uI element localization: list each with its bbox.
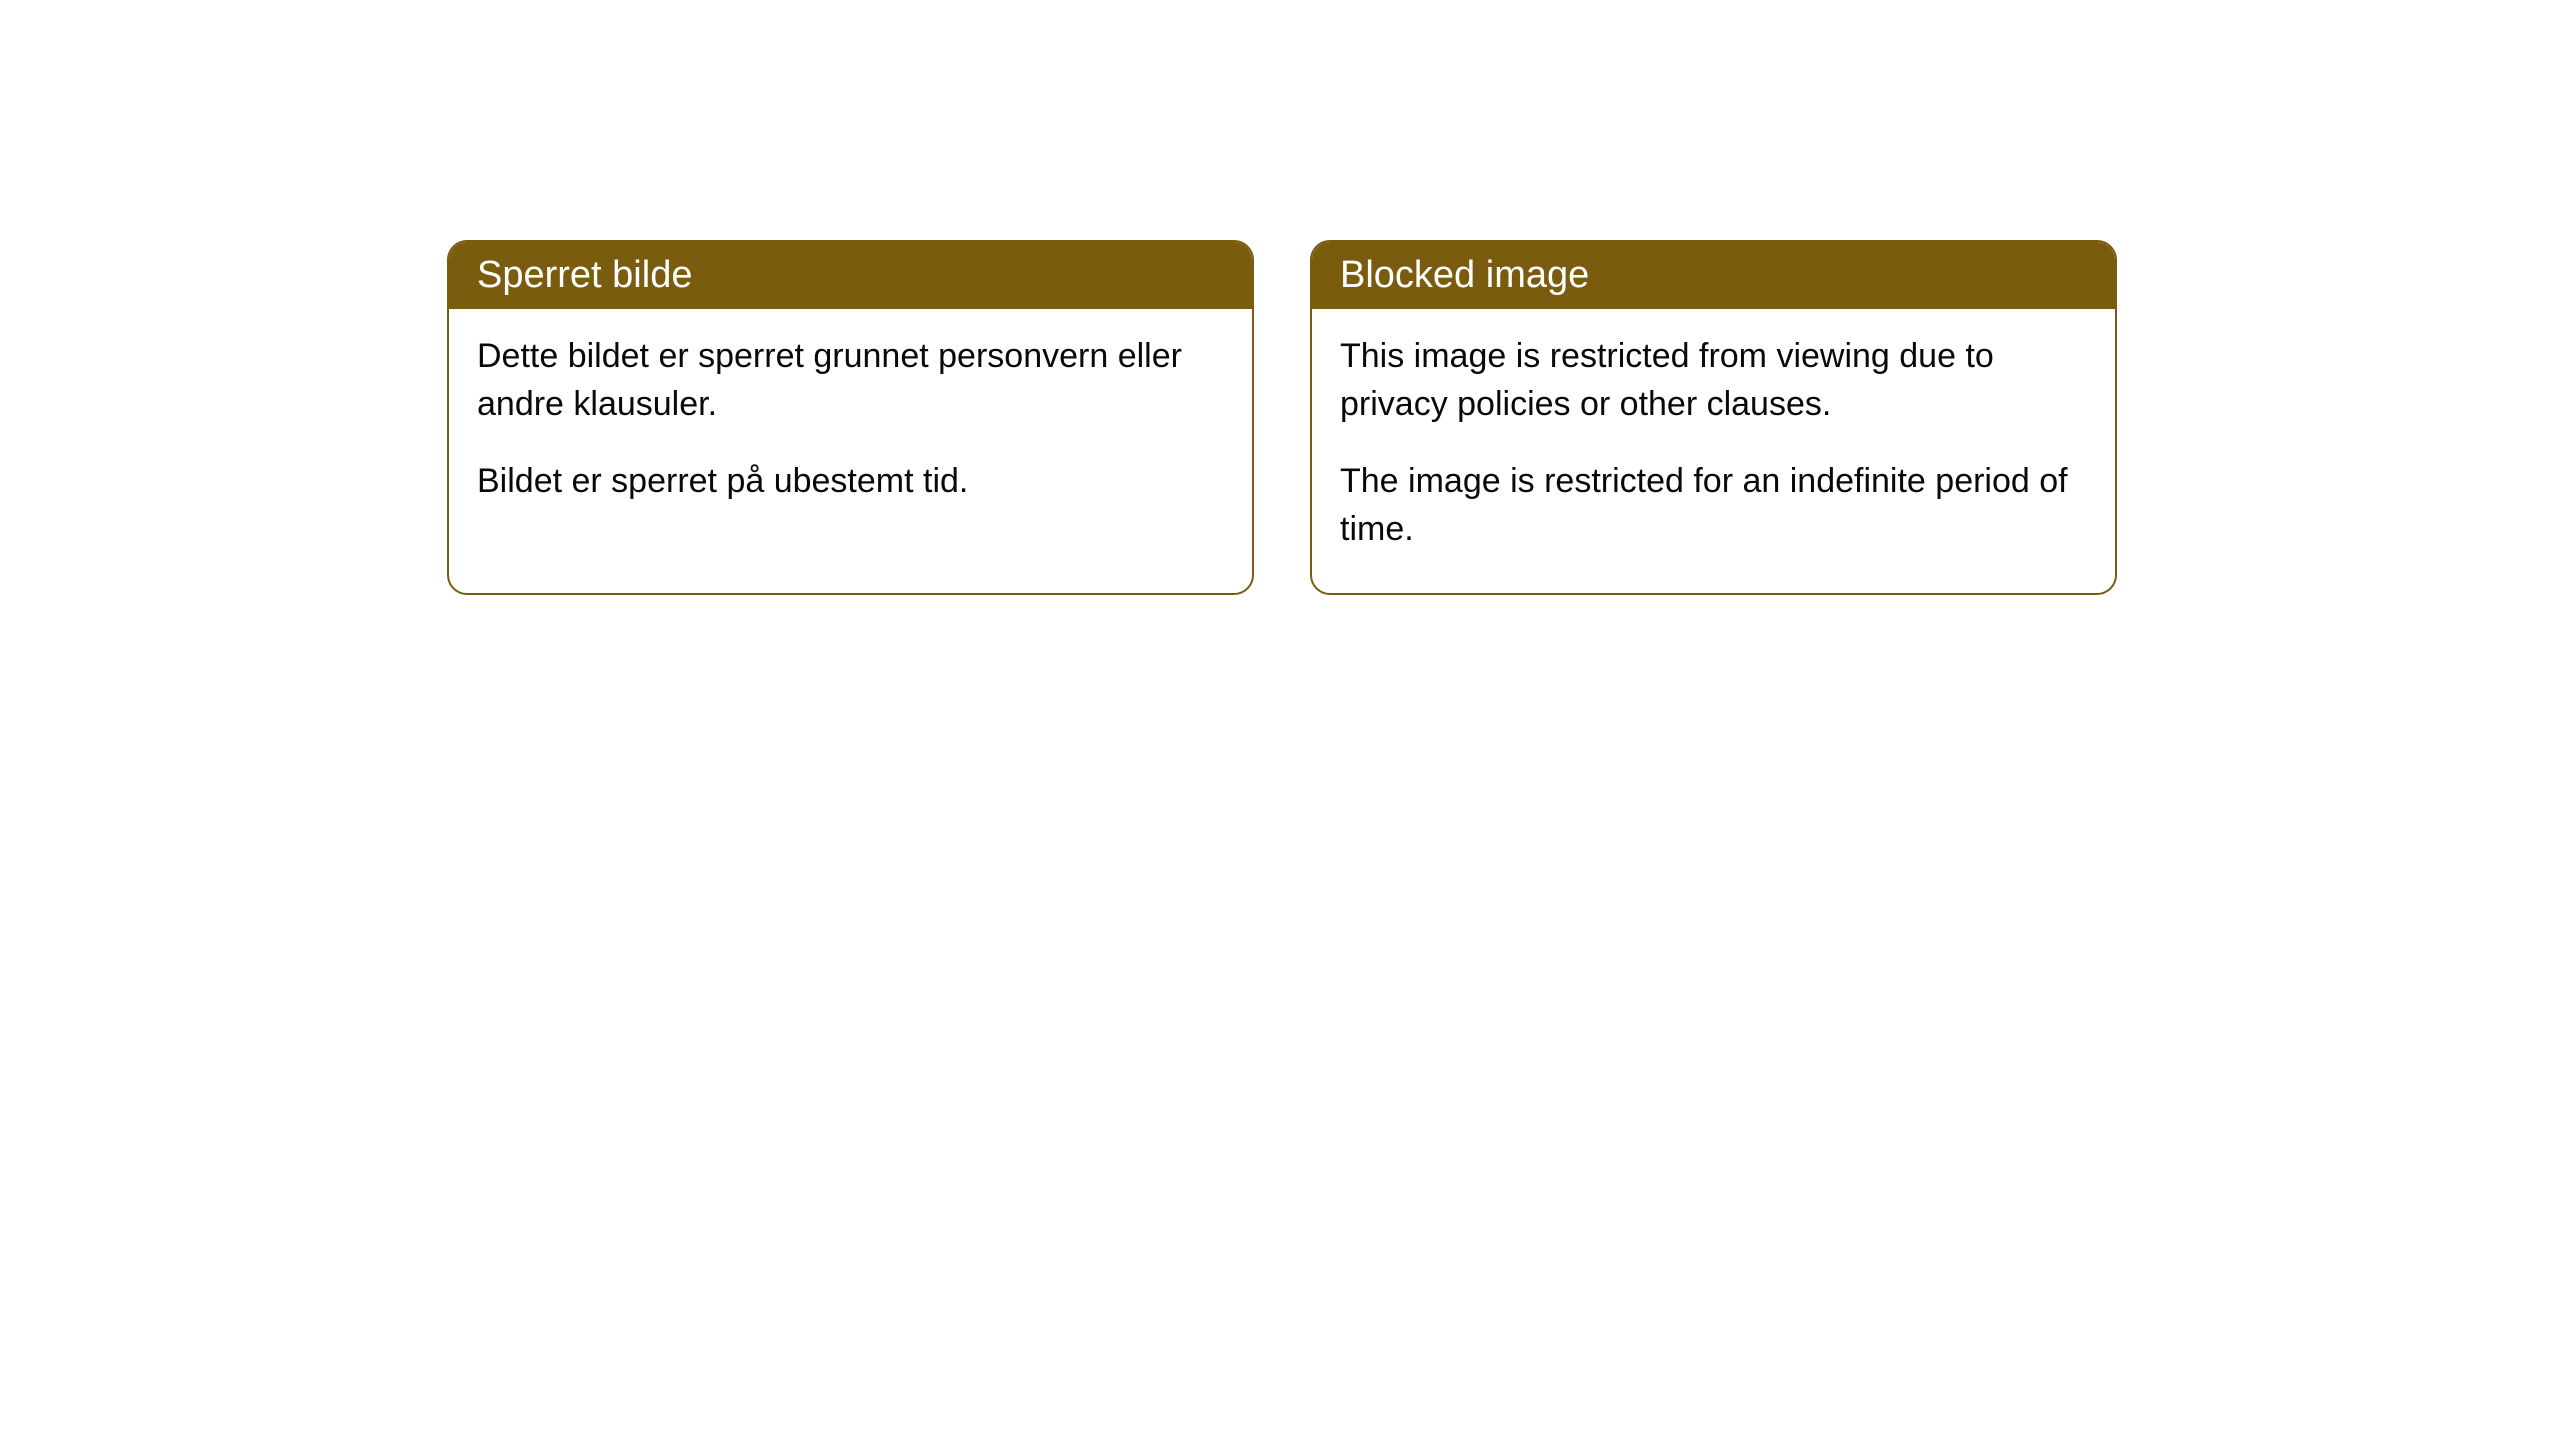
notice-card-english: Blocked image This image is restricted f… [1310,240,2117,595]
card-body: This image is restricted from viewing du… [1312,309,2115,593]
card-title: Sperret bilde [477,254,692,296]
card-paragraph: The image is restricted for an indefinit… [1340,458,2087,553]
card-body: Dette bildet er sperret grunnet personve… [449,309,1252,546]
card-title: Blocked image [1340,254,1589,296]
notice-card-norwegian: Sperret bilde Dette bildet er sperret gr… [447,240,1254,595]
card-paragraph: Bildet er sperret på ubestemt tid. [477,458,1224,506]
card-header: Sperret bilde [449,242,1252,309]
card-paragraph: This image is restricted from viewing du… [1340,333,2087,428]
card-paragraph: Dette bildet er sperret grunnet personve… [477,333,1224,428]
notice-cards-container: Sperret bilde Dette bildet er sperret gr… [447,240,2117,595]
card-header: Blocked image [1312,242,2115,309]
